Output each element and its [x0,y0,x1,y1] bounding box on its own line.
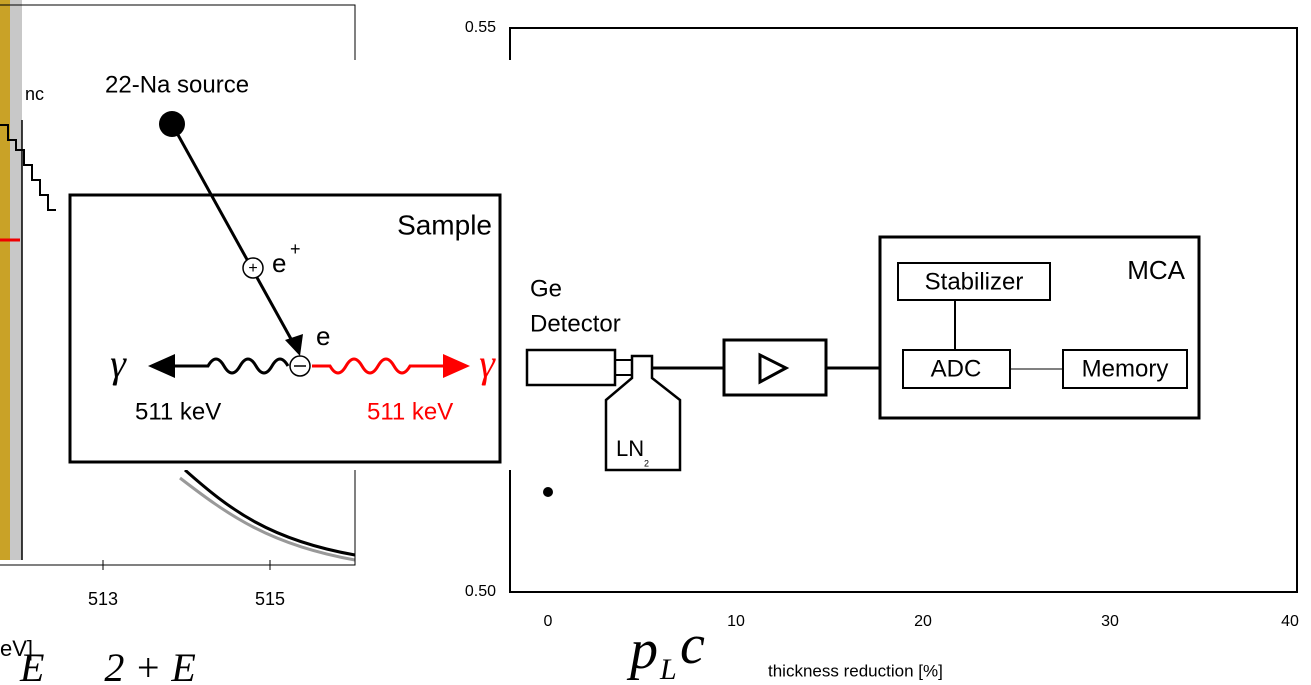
electron-label: e [316,321,330,351]
tick-label: 0.50 [465,583,496,600]
amp-symbol [758,352,790,385]
energy-left: 511 keV [135,398,221,425]
axis-label: thickness reduction [%] [768,661,943,680]
dewar-sub: 2 [644,458,649,468]
detector-label: Detector [530,310,621,337]
spectrum-tail [184,468,356,557]
gamma-left-wave [170,357,290,375]
tick-label: 30 [1101,613,1119,630]
dewar [604,354,682,472]
tick-label: 20 [914,613,932,630]
arrowhead [443,354,470,378]
energy-right: 511 keV [367,398,453,425]
tick-label: 0.55 [465,19,496,36]
positron-sup: + [290,239,301,259]
gamma-left: γ [110,341,127,386]
arrowhead [285,334,303,356]
diagram: Sample 22-Na source + e + e γ γ 511 keV … [68,60,1210,472]
positron-label: e [272,248,286,278]
formula-sub: L [659,653,677,685]
memory-label: Memory [1082,355,1169,382]
mca-label: MCA [1127,255,1185,285]
tick-label: 513 [88,589,118,609]
stabilizer-box [897,262,1051,301]
plus-sign: + [248,260,257,277]
side-strip [0,0,10,560]
data-point [543,487,553,497]
sample-box [68,193,502,464]
spectrum-tail-gray [179,476,356,562]
tick-label: 515 [255,589,285,609]
spectrum [0,124,56,211]
sample-label: Sample [397,209,492,240]
note: nc [25,84,44,104]
formula-tail: c [680,614,705,676]
tick-label: 0 [544,613,553,630]
formula: p [626,619,658,681]
source-label: 22-Na source [105,71,249,98]
axis-label: eV] [0,636,33,661]
dewar-label: LN [616,436,644,461]
tick-label: 40 [1281,613,1299,630]
detector-label: Ge [530,275,562,302]
adc-label: ADC [931,355,982,382]
formula: E 2 + E [19,645,196,685]
gamma-right: γ [479,341,496,386]
gamma-right-wave [312,357,445,375]
mca-box [878,235,1201,420]
stabilizer-label: Stabilizer [925,268,1024,295]
memory-box [1062,349,1188,389]
tick-label: 10 [727,613,745,630]
positron [242,257,264,279]
arrowhead [148,354,175,378]
left-plot: nc 513 515 eV] E 2 + E [0,0,356,685]
positron-path [170,123,298,349]
